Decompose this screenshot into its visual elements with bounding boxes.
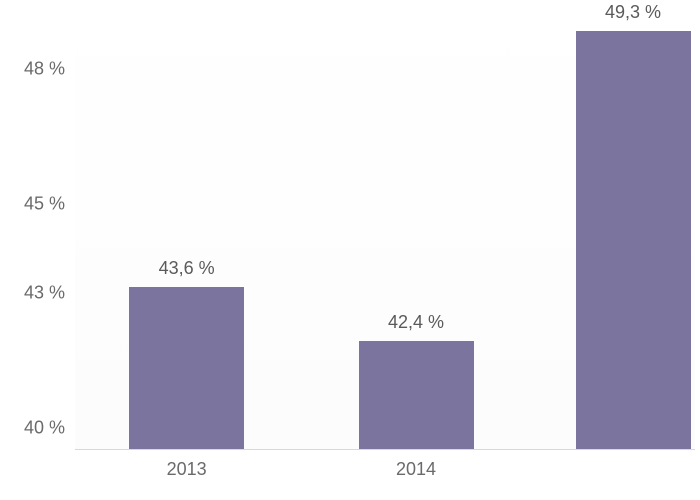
- y-tick: 45 %: [24, 193, 75, 214]
- bar-chart: 40 % 43 % 45 % 48 % 50 % 43,6 % 42,4 % 4…: [0, 0, 700, 500]
- bar: 42,4 %: [359, 341, 474, 449]
- y-tick: 40 %: [24, 418, 75, 439]
- x-tick: 2014: [396, 449, 436, 480]
- bar-value-label: 43,6 %: [159, 258, 215, 279]
- plot-area: 40 % 43 % 45 % 48 % 50 % 43,6 % 42,4 % 4…: [75, 0, 695, 450]
- bar-value-label: 42,4 %: [388, 312, 444, 333]
- y-tick: 43 %: [24, 283, 75, 304]
- bar: 43,6 %: [129, 287, 244, 449]
- y-tick: 48 %: [24, 58, 75, 79]
- bar: 49,3 %: [576, 31, 691, 449]
- x-tick: 2013: [167, 449, 207, 480]
- bar-value-label: 49,3 %: [605, 2, 661, 23]
